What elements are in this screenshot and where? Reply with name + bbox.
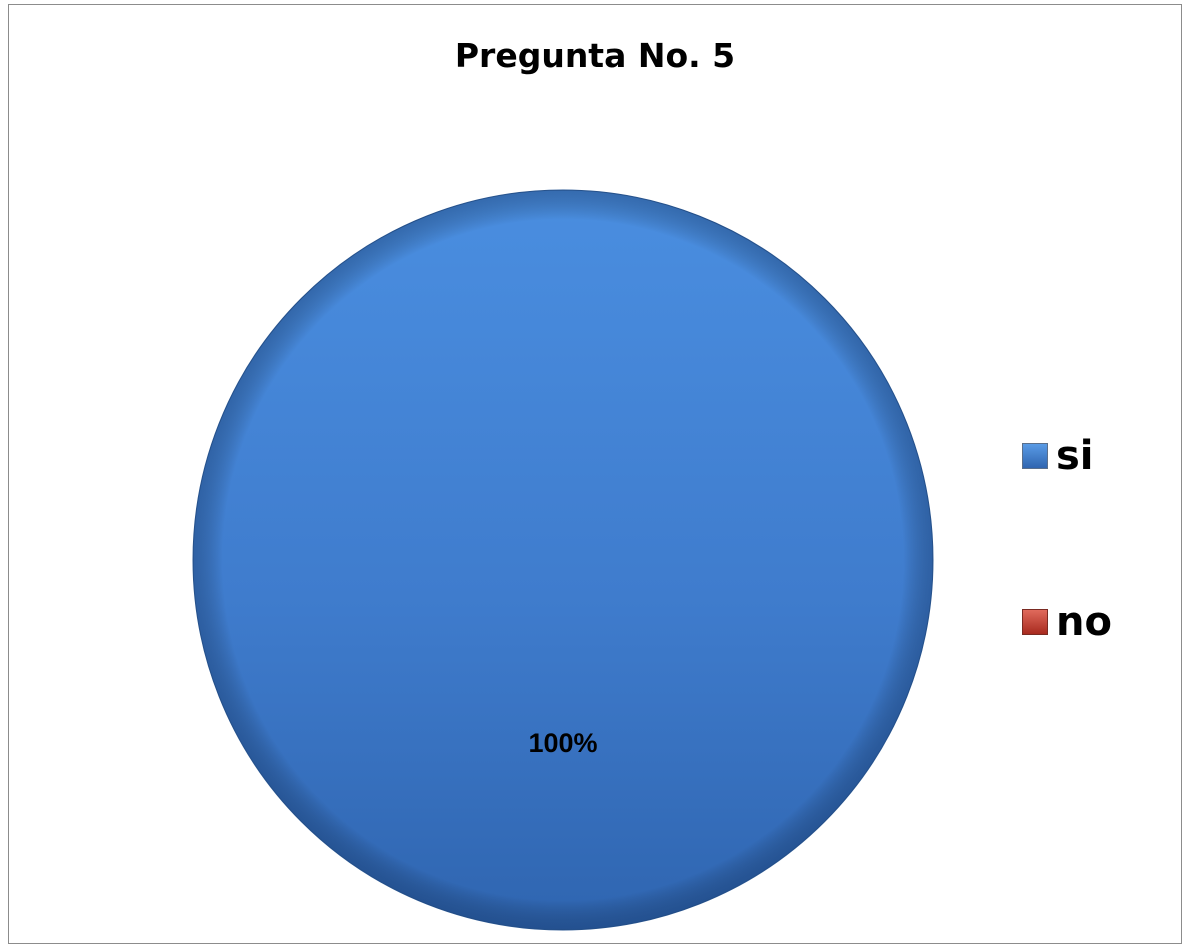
- legend-item-si: si: [1022, 428, 1112, 484]
- legend-label-si: si: [1056, 433, 1094, 479]
- legend-label-no: no: [1056, 599, 1112, 645]
- pie-slices: [192, 189, 934, 931]
- pie-slice-shading: [193, 190, 933, 930]
- legend-swatch-si: [1022, 443, 1048, 469]
- chart-title: Pregunta No. 5: [454, 36, 736, 75]
- legend-swatch-no: [1022, 609, 1048, 635]
- pie-data-label-si: 100%: [528, 728, 597, 758]
- legend: si no: [1022, 428, 1112, 760]
- pie-labels: 100%: [528, 728, 597, 758]
- legend-item-no: no: [1022, 594, 1112, 650]
